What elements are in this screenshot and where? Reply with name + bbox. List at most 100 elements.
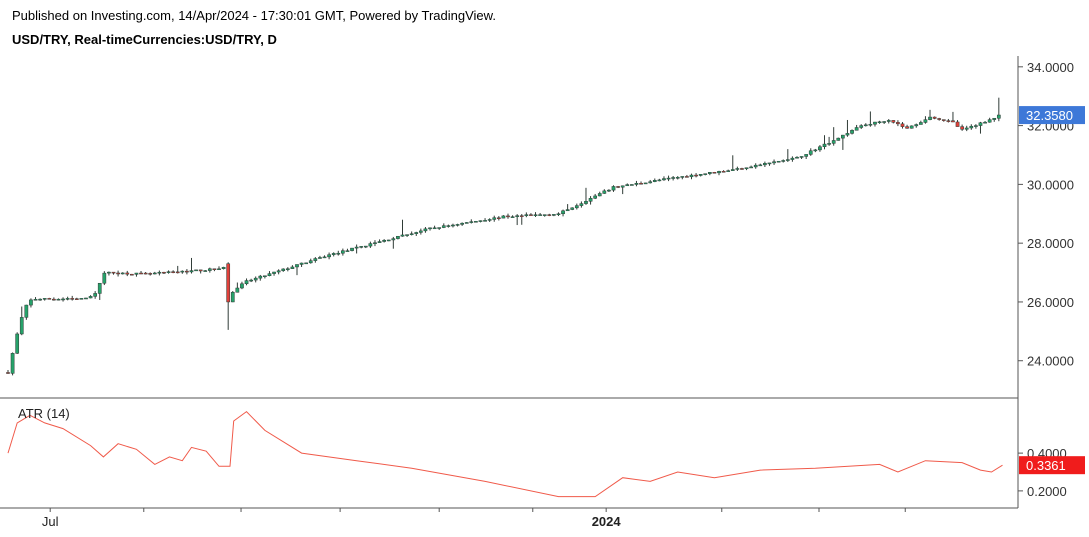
candle-up: [221, 266, 226, 270]
candle-up: [602, 190, 607, 194]
candle-up: [969, 125, 974, 129]
candle-up: [974, 125, 978, 127]
candle-up: [15, 333, 20, 354]
candle-up: [992, 117, 997, 120]
candle-up: [561, 210, 565, 215]
candle-down: [946, 120, 951, 122]
candle-up: [428, 227, 432, 230]
price-tick-label: 26.0000: [1027, 295, 1074, 310]
candle-up: [318, 257, 322, 259]
candle-down: [951, 120, 955, 123]
candle-up: [565, 209, 570, 212]
candle-up: [240, 283, 244, 289]
candle-down: [506, 215, 510, 218]
candle-up: [327, 254, 331, 258]
candle-down: [125, 272, 130, 275]
candle-up: [662, 178, 666, 181]
candle-up: [703, 173, 708, 175]
candle-up: [19, 317, 24, 335]
candle-up: [446, 225, 451, 227]
candle-up: [593, 195, 598, 199]
last-price-label: 32.3580: [1026, 108, 1073, 123]
candle-up: [804, 154, 809, 157]
candle-up: [345, 250, 350, 252]
candle-up: [785, 159, 790, 161]
candle-down: [116, 272, 120, 275]
candle-up: [730, 169, 735, 171]
candle-up: [818, 146, 822, 151]
candle-up: [455, 224, 460, 226]
candle-up: [607, 189, 611, 192]
candle-up: [868, 123, 873, 126]
candle-up: [331, 253, 336, 255]
candle-up: [386, 239, 391, 242]
candle-up: [735, 168, 740, 170]
candle-up: [285, 268, 290, 270]
candle-up: [10, 353, 15, 374]
candle-down: [198, 269, 203, 272]
price-tick-label: 28.0000: [1027, 236, 1074, 251]
candle-up: [487, 219, 492, 221]
last-atr-label-bg: [1019, 456, 1085, 475]
candle-up: [698, 174, 703, 176]
candle-up: [515, 215, 520, 217]
candle-up: [207, 268, 212, 271]
candle-down: [111, 271, 116, 274]
candle-up: [304, 262, 309, 265]
price-tick-label: 34.0000: [1027, 60, 1074, 75]
candle-down: [694, 174, 698, 177]
candle-down: [616, 186, 620, 188]
candle-up: [88, 296, 93, 299]
candle-up: [217, 268, 221, 271]
last-atr-label: 0.3361: [1026, 458, 1066, 473]
candlestick-series: [6, 97, 1001, 376]
candle-up: [157, 271, 162, 274]
candle-up: [918, 122, 923, 125]
candle-down: [496, 217, 501, 219]
candle-up: [996, 114, 1001, 119]
candle-down: [185, 270, 189, 273]
candle-down: [6, 372, 10, 374]
candle-up: [341, 250, 345, 254]
candle-up: [492, 217, 497, 220]
candle-up: [120, 272, 125, 275]
candle-down: [740, 168, 744, 170]
candle-up: [189, 270, 194, 273]
candle-up: [753, 164, 758, 168]
candle-up: [744, 167, 749, 170]
candle-up: [767, 162, 772, 165]
candle-down: [74, 298, 79, 300]
candle-up: [886, 120, 891, 122]
candle-up: [29, 299, 33, 306]
last-price-label-bg: [1019, 106, 1085, 125]
candle-up: [391, 238, 396, 241]
candle-up: [469, 221, 474, 223]
candle-up: [244, 280, 249, 285]
candle-up: [763, 163, 767, 166]
candle-up: [620, 185, 625, 188]
candle-up: [657, 179, 662, 182]
candle-up: [423, 228, 428, 232]
candle-up: [928, 116, 932, 120]
candle-up: [267, 273, 272, 276]
candle-up: [987, 119, 992, 123]
candle-up: [625, 184, 630, 187]
candle-up: [79, 298, 84, 300]
candle-up: [194, 269, 198, 272]
candle-up: [726, 170, 731, 172]
candle-up: [501, 215, 506, 219]
candle-down: [721, 171, 726, 173]
candle-up: [230, 292, 235, 303]
publisher-line: Published on Investing.com, 14/Apr/2024 …: [12, 8, 496, 23]
candle-up: [552, 214, 556, 216]
candle-up: [758, 164, 763, 167]
candle-up: [418, 230, 423, 233]
candle-down: [162, 271, 166, 274]
candle-up: [249, 279, 253, 282]
candle-up: [538, 214, 542, 216]
candle-up: [405, 234, 409, 236]
candle-up: [707, 172, 712, 174]
candle-up: [263, 275, 267, 277]
symbol-title: USD/TRY, Real-timeCurrencies:USD/TRY, D: [12, 32, 277, 47]
